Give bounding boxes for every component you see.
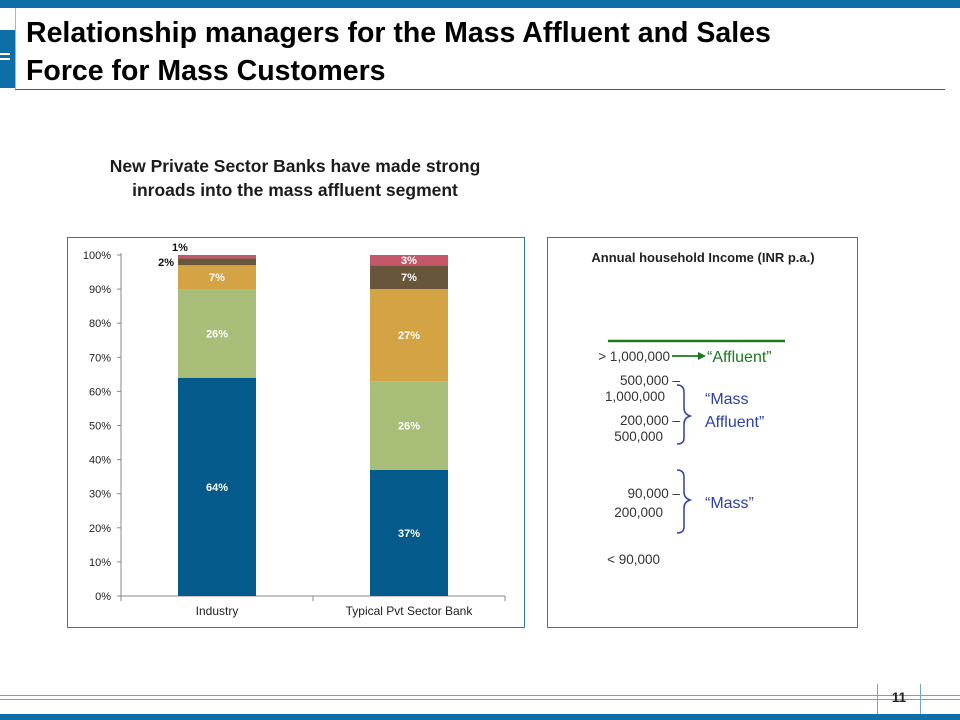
bar-data-label: 7% (401, 272, 417, 284)
page-number-divider-right (920, 684, 921, 714)
bar-data-label: 1% (172, 242, 188, 254)
y-tick-label: 20% (89, 523, 111, 535)
slide-title: Relationship managers for the Mass Afflu… (26, 14, 926, 90)
bar-data-label: 37% (398, 528, 420, 540)
chart-panel: 0% 10% 20% 30% 40% 50% 60% 70% 80% 90% 100% Indust… (67, 237, 525, 628)
chart-subtitle: New Private Sector Banks have made stron… (60, 154, 530, 202)
slide-title-line-2: Force for Mass Customers (26, 55, 386, 87)
footer-rule-bottom (0, 699, 960, 700)
chart-subtitle-line-1: New Private Sector Banks have made stron… (109, 156, 481, 176)
bar-segment (370, 381, 448, 470)
income-panel-title: Annual household Income (INR p.a.) (591, 250, 814, 265)
slide-title-line-1: Relationship managers for the Mass Afflu… (26, 17, 771, 49)
y-tick-label: 0% (95, 591, 111, 603)
bracket-label-500k-1m-line1: 500,000 – (620, 373, 681, 388)
menu-icon (0, 53, 10, 63)
bar-segment (370, 265, 448, 290)
y-tick-label: 80% (89, 318, 111, 330)
top-accent-bar (0, 0, 960, 8)
bracket-label-above-1m: > 1,000,000 (598, 349, 670, 364)
mass-affluent-brace (676, 384, 693, 445)
y-tick-label: 100% (83, 250, 111, 262)
stacked-bar-chart: 0% 10% 20% 30% 40% 50% 60% 70% 80% 90% 100% Indust… (83, 242, 506, 618)
title-divider-horizontal (15, 89, 945, 90)
income-diagram: Annual household Income (INR p.a.) > 1,0… (591, 250, 814, 567)
bracket-label-below-90k: < 90,000 (607, 552, 660, 567)
bar-data-label: 7% (209, 272, 225, 284)
y-tick-label: 40% (89, 455, 111, 467)
segment-label-affluent: “Affluent” (707, 349, 772, 366)
bar-segment (178, 265, 256, 290)
y-tick-label: 90% (89, 284, 111, 296)
bar-data-label: 2% (158, 257, 174, 269)
y-tick-label: 70% (89, 352, 111, 364)
bar-segment (178, 258, 256, 266)
bar-segment (178, 377, 256, 596)
mass-brace (676, 469, 693, 534)
bar-segment (370, 289, 448, 382)
bar-segment (178, 255, 256, 259)
bar-data-label: 26% (398, 421, 420, 433)
segment-label-mass-affluent-line1: “Mass (705, 391, 749, 408)
y-tick-label: 30% (89, 489, 111, 501)
y-tick-label: 60% (89, 386, 111, 398)
bracket-label-90k-200k-line2: 200,000 (614, 505, 663, 520)
bracket-label-90k-200k-line1: 90,000 – (627, 486, 680, 501)
bar-data-label: 27% (398, 330, 420, 342)
menu-tab[interactable] (0, 30, 16, 88)
segment-label-mass: “Mass” (705, 495, 754, 512)
page-number: 11 (891, 690, 907, 705)
bottom-accent-bar (0, 714, 960, 720)
bar-data-label: 3% (401, 255, 417, 267)
y-tick-label: 10% (89, 557, 111, 569)
page-number-divider-left (877, 684, 878, 714)
income-panel: Annual household Income (INR p.a.) > 1,0… (547, 237, 858, 628)
footer-rule-top (0, 695, 960, 696)
y-tick-label: 50% (89, 421, 111, 433)
bar-segment (370, 255, 448, 266)
bracket-label-500k-1m-line2: 1,000,000 (605, 389, 665, 404)
affluent-arrow-head (698, 352, 706, 360)
bar-segment (178, 289, 256, 378)
bracket-label-200k-500k-line2: 500,000 (614, 429, 663, 444)
x-category-label: Industry (196, 604, 239, 618)
bar-data-label: 64% (206, 482, 228, 494)
segment-label-mass-affluent-line2: Affluent” (705, 414, 764, 431)
x-category-label: Typical Pvt Sector Bank (346, 604, 474, 618)
bar-segment (370, 469, 448, 596)
bracket-label-200k-500k-line1: 200,000 – (620, 413, 681, 428)
title-divider-vertical (15, 8, 16, 90)
bar-data-label: 26% (206, 328, 228, 340)
chart-subtitle-line-2: inroads into the mass affluent segment (132, 180, 458, 200)
